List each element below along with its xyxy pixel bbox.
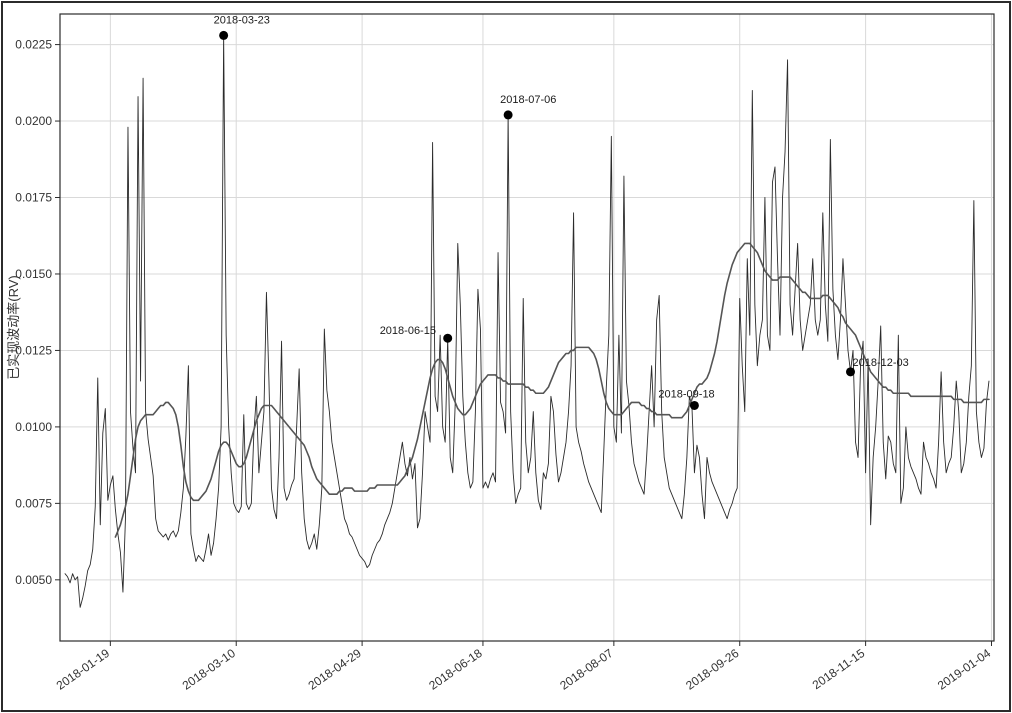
volatility-chart: 0.00500.00750.01000.01250.01500.01750.02… (0, 0, 1012, 713)
annotation-marker (443, 334, 452, 343)
chart-svg: 0.00500.00750.01000.01250.01500.01750.02… (0, 0, 1012, 713)
y-tick-label: 0.0075 (15, 496, 52, 510)
annotation-label: 2018-09-18 (658, 388, 714, 400)
annotation-label: 2018-03-23 (214, 14, 270, 26)
annotation-label: 2018-07-06 (500, 94, 556, 106)
annotation-marker (504, 110, 513, 119)
y-tick-label: 0.0100 (15, 420, 52, 434)
y-tick-label: 0.0200 (15, 114, 52, 128)
annotation-label: 2018-06-15 (380, 325, 436, 337)
annotation-label: 2018-12-03 (853, 357, 909, 369)
y-tick-label: 0.0050 (15, 573, 52, 587)
annotation-marker (690, 401, 699, 410)
annotation-marker (219, 31, 228, 40)
y-tick-label: 0.0175 (15, 191, 52, 205)
y-axis-label: 已实现波动率(RV) (6, 275, 21, 379)
y-tick-label: 0.0225 (15, 38, 52, 52)
